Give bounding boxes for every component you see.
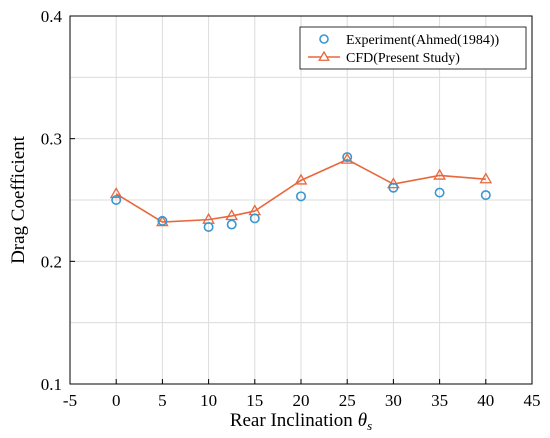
x-tick-label: 10 <box>200 391 217 410</box>
y-tick-label: 0.1 <box>41 375 62 394</box>
cfd-point <box>340 152 354 164</box>
legend: Experiment(Ahmed(1984)) CFD(Present Study… <box>299 26 527 70</box>
experiment-point <box>203 221 214 232</box>
experiment-point <box>434 187 445 198</box>
experiment-point <box>111 195 122 206</box>
y-tick-label: 0.4 <box>41 7 63 26</box>
legend-entry-cfd: CFD(Present Study) <box>308 50 460 66</box>
x-tick-label: 15 <box>246 391 263 410</box>
x-tick-label: 25 <box>339 391 356 410</box>
x-axis-title-text: Rear Inclination <box>230 410 353 431</box>
x-axis-title: Rear Inclination θs <box>230 410 372 433</box>
x-axis-title-subscript: s <box>367 418 372 433</box>
experiment-point <box>295 191 306 202</box>
series-experiment <box>111 152 491 232</box>
x-axis-ticks: -5 0 5 10 15 20 25 30 35 40 45 <box>63 379 541 410</box>
legend-circle-marker <box>319 34 329 44</box>
legend-entries: Experiment(Ahmed(1984)) CFD(Present Study… <box>308 33 500 66</box>
experiment-point <box>226 219 237 230</box>
legend-entry-experiment: Experiment(Ahmed(1984)) <box>319 33 500 48</box>
experiment-point <box>342 152 353 163</box>
cfd-point <box>294 173 308 185</box>
x-tick-label: 35 <box>431 391 448 410</box>
experiment-point <box>480 190 491 201</box>
cfd-point <box>479 172 493 184</box>
y-tick-label: 0.2 <box>41 252 62 271</box>
experiment-point <box>157 215 168 226</box>
legend-label-cfd: CFD(Present Study) <box>346 51 460 66</box>
y-axis-title: Drag Coefficient <box>8 135 29 264</box>
x-axis-title-symbol: θ <box>358 410 367 431</box>
series <box>109 152 493 232</box>
legend-box <box>299 26 527 70</box>
legend-label-experiment: Experiment(Ahmed(1984)) <box>346 33 500 48</box>
x-tick-label: 45 <box>524 391 541 410</box>
x-tick-label: 20 <box>293 391 310 410</box>
x-tick-label: 0 <box>112 391 121 410</box>
y-tick-label: 0.3 <box>41 130 62 149</box>
experiment-point <box>249 213 260 224</box>
y-axis-ticks: 0.1 0.2 0.3 0.4 <box>41 7 75 394</box>
cfd-line <box>115 158 486 223</box>
x-tick-label: 40 <box>477 391 494 410</box>
experiment-point <box>388 182 399 193</box>
cfd-point <box>387 177 400 189</box>
cfd-point <box>225 209 239 221</box>
legend-triangle-marker <box>318 50 330 61</box>
cfd-point <box>109 187 123 199</box>
cfd-point <box>433 168 446 180</box>
x-tick-label: 5 <box>158 391 167 410</box>
x-tick-label: 30 <box>385 391 402 410</box>
x-tick-label: -5 <box>63 391 77 410</box>
